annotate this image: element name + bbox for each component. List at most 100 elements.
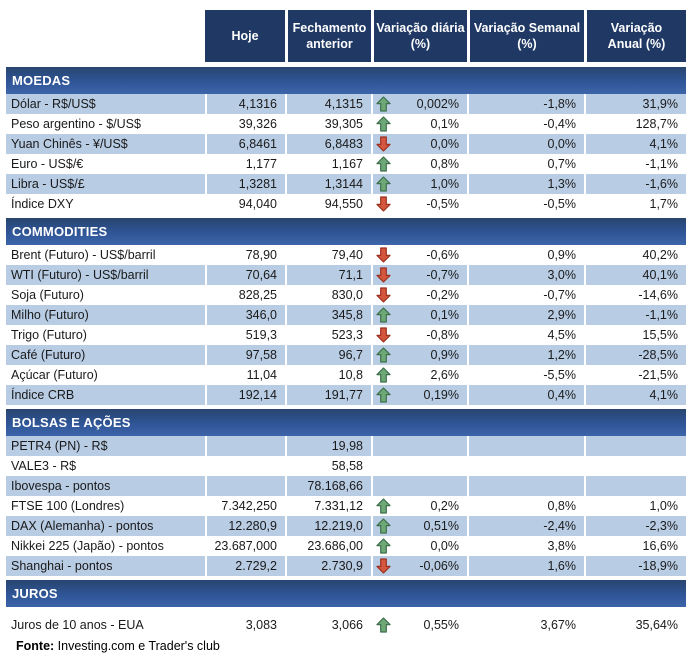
fechamento-anterior-value: 94,550 [285, 194, 371, 214]
trend-up-icon [376, 307, 392, 323]
table-row: Nikkei 225 (Japão) - pontos 23.687,000 23.… [6, 536, 686, 556]
variacao-diaria-cell: -0,5% [371, 194, 467, 214]
table-row: Milho (Futuro) 346,0 345,8 0,1% 2,9% -1,1% [6, 305, 686, 325]
fechamento-anterior-value: 6,8483 [285, 134, 371, 154]
hoje-value [205, 436, 285, 456]
table-row: Trigo (Futuro) 519,3 523,3 -0,8% 4,5% 15,5% [6, 325, 686, 345]
row-label: Libra - US$/£ [11, 177, 85, 191]
variacao-semanal-value [467, 456, 584, 476]
variacao-diaria-cell: 0,19% [371, 385, 467, 405]
table-row: WTI (Futuro) - US$/barril 70,64 71,1 -0,7% 3… [6, 265, 686, 285]
trend-down-icon [376, 136, 392, 152]
trend-up-icon [376, 538, 392, 554]
variacao-anual-value: -1,1% [584, 154, 686, 174]
trend-up-icon [376, 498, 392, 514]
section-title: COMMODITIES [12, 224, 108, 239]
hoje-value: 6,8461 [205, 134, 285, 154]
variacao-semanal-value [467, 476, 584, 496]
variacao-semanal-value: 1,3% [467, 174, 584, 194]
table-row: Shanghai - pontos 2.729,2 2.730,9 -0,06% 1,6… [6, 556, 686, 576]
row-label: Peso argentino - $/US$ [11, 117, 141, 131]
fechamento-anterior-value: 345,8 [285, 305, 371, 325]
variacao-anual-value: 4,1% [584, 134, 686, 154]
hoje-value: 346,0 [205, 305, 285, 325]
variacao-diaria-cell: 2,6% [371, 365, 467, 385]
hoje-value: 39,326 [205, 114, 285, 134]
variacao-anual-value: 31,9% [584, 94, 686, 114]
table-row: Yuan Chinês - ¥/US$ 6,8461 6,8483 0,0% 0,0% 4… [6, 134, 686, 154]
hoje-value: 12.280,9 [205, 516, 285, 536]
variacao-diaria-cell: -0,06% [371, 556, 467, 576]
table-body: MOEDAS Dólar - R$/US$ 4,1316 4,1315 0,002% -1… [6, 67, 686, 635]
variacao-diaria-cell [371, 436, 467, 456]
variacao-anual-value: 15,5% [584, 325, 686, 345]
variacao-diaria-value: -0,7% [426, 268, 459, 282]
trend-down-icon [376, 247, 392, 263]
variacao-diaria-cell: 0,0% [371, 134, 467, 154]
fechamento-anterior-value: 39,305 [285, 114, 371, 134]
variacao-anual-value [584, 456, 686, 476]
variacao-diaria-value: 2,6% [430, 368, 460, 382]
variacao-semanal-value: 3,0% [467, 265, 584, 285]
variacao-diaria-cell: 0,1% [371, 305, 467, 325]
hoje-value: 11,04 [205, 365, 285, 385]
variacao-diaria-value: -0,6% [426, 248, 459, 262]
trend-up-icon [376, 347, 392, 363]
variacao-diaria-cell [371, 456, 467, 476]
variacao-semanal-value: 1,6% [467, 556, 584, 576]
source-text: Investing.com e Trader's club [54, 639, 220, 653]
row-label: Índice CRB [11, 388, 75, 402]
variacao-semanal-value: -0,5% [467, 194, 584, 214]
row-label: Euro - US$/€ [11, 157, 84, 171]
variacao-anual-value: 128,7% [584, 114, 686, 134]
fechamento-anterior-value: 1,3144 [285, 174, 371, 194]
variacao-diaria-cell: 0,55% [371, 615, 467, 635]
row-label: Ibovespa - pontos [11, 479, 111, 493]
trend-up-icon [376, 176, 392, 192]
variacao-semanal-value: 4,5% [467, 325, 584, 345]
variacao-semanal-value: 3,8% [467, 536, 584, 556]
variacao-anual-value [584, 476, 686, 496]
table-row: PETR4 (PN) - R$ 19,98 [6, 436, 686, 456]
row-label: Yuan Chinês - ¥/US$ [11, 137, 128, 151]
variacao-anual-value: -14,6% [584, 285, 686, 305]
section-title: JUROS [12, 586, 58, 601]
source-note: Fonte: Investing.com e Trader's club [16, 639, 686, 653]
variacao-semanal-value: -5,5% [467, 365, 584, 385]
trend-down-icon [376, 327, 392, 343]
table-row: Açúcar (Futuro) 11,04 10,8 2,6% -5,5% -21,5% [6, 365, 686, 385]
variacao-anual-value: -21,5% [584, 365, 686, 385]
variacao-semanal-value [467, 436, 584, 456]
column-header-variacao-anual: Variação Anual (%) [584, 10, 686, 62]
fechamento-anterior-value: 96,7 [285, 345, 371, 365]
variacao-diaria-value: 0,0% [430, 137, 460, 151]
column-header-variacao-diaria: Variação diária (%) [371, 10, 467, 62]
variacao-diaria-value: 0,55% [423, 618, 459, 632]
table-row: Libra - US$/£ 1,3281 1,3144 1,0% 1,3% -1,6% [6, 174, 686, 194]
variacao-semanal-value: -0,7% [467, 285, 584, 305]
variacao-diaria-cell: 0,002% [371, 94, 467, 114]
variacao-semanal-value: -2,4% [467, 516, 584, 536]
fechamento-anterior-value: 2.730,9 [285, 556, 371, 576]
row-label: PETR4 (PN) - R$ [11, 439, 108, 453]
fechamento-anterior-value: 3,066 [285, 615, 371, 635]
row-label: Milho (Futuro) [11, 308, 89, 322]
table-row: Euro - US$/€ 1,177 1,167 0,8% 0,7% -1,1% [6, 154, 686, 174]
hoje-value: 94,040 [205, 194, 285, 214]
variacao-diaria-value: 0,8% [430, 157, 460, 171]
table-row: Soja (Futuro) 828,25 830,0 -0,2% -0,7% -14,6% [6, 285, 686, 305]
hoje-value: 7.342,250 [205, 496, 285, 516]
variacao-diaria-cell: 0,51% [371, 516, 467, 536]
fechamento-anterior-value: 830,0 [285, 285, 371, 305]
section-header-bolsas-e-ac-o-es: BOLSAS E AÇÕES [6, 409, 686, 436]
source-label: Fonte: [16, 639, 55, 653]
variacao-diaria-cell: -0,6% [371, 245, 467, 265]
variacao-diaria-value: 0,002% [416, 97, 459, 111]
trend-down-icon [376, 558, 392, 574]
fechamento-anterior-value: 523,3 [285, 325, 371, 345]
juros-band-spacer [6, 607, 686, 615]
variacao-diaria-cell: 0,8% [371, 154, 467, 174]
variacao-diaria-cell: 1,0% [371, 174, 467, 194]
fechamento-anterior-value: 58,58 [285, 456, 371, 476]
variacao-diaria-cell: -0,2% [371, 285, 467, 305]
